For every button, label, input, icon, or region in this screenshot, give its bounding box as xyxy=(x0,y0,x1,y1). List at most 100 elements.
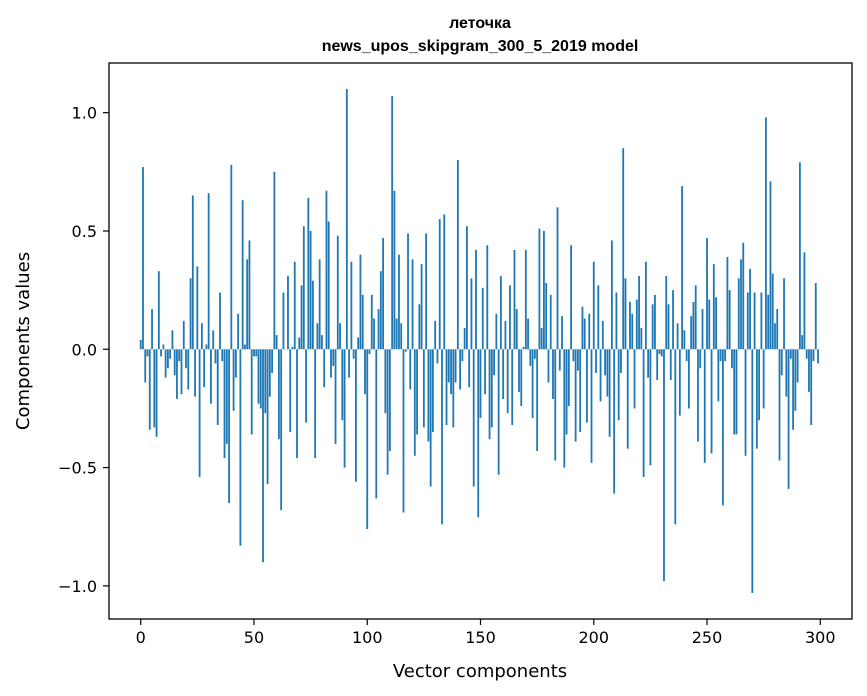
bar-172 xyxy=(529,349,532,366)
bar-11 xyxy=(164,349,167,378)
bar-38 xyxy=(225,349,228,444)
bar-55 xyxy=(264,349,267,414)
bar-271 xyxy=(753,292,756,350)
bar-164 xyxy=(511,349,514,425)
bar-283 xyxy=(780,349,783,376)
bar-276 xyxy=(765,117,767,350)
bar-282 xyxy=(778,349,781,461)
bar-228 xyxy=(656,349,659,381)
bar-299 xyxy=(817,349,819,364)
bar-59 xyxy=(273,171,276,350)
bar-258 xyxy=(724,349,727,362)
x-tick-label: 250 xyxy=(692,628,723,647)
bar-232 xyxy=(665,275,668,350)
bar-61 xyxy=(277,349,280,440)
bar-251 xyxy=(708,299,711,350)
bar-290 xyxy=(796,349,799,383)
bar-51 xyxy=(255,349,258,357)
bar-287 xyxy=(789,349,792,359)
bar-30 xyxy=(207,193,210,350)
bar-31 xyxy=(210,349,212,404)
bar-78 xyxy=(316,323,319,350)
y-tick-label: 0.0 xyxy=(72,340,97,359)
bar-235 xyxy=(672,290,674,350)
bar-152 xyxy=(484,349,486,395)
y-axis-ticks: −1.0 −0.5 0.0 0.5 1.0 xyxy=(58,104,109,596)
bar-95 xyxy=(355,349,357,482)
bar-42 xyxy=(234,349,237,378)
bar-293 xyxy=(803,252,806,350)
bar-203 xyxy=(599,349,602,402)
bar-205 xyxy=(604,349,606,376)
bar-202 xyxy=(597,285,600,350)
bar-155 xyxy=(490,349,493,428)
bar-96 xyxy=(357,337,360,350)
bar-16 xyxy=(176,349,178,399)
bar-7 xyxy=(155,349,158,437)
bar-44 xyxy=(239,349,242,546)
bar-40 xyxy=(230,164,233,350)
bar-180 xyxy=(547,349,550,383)
bar-1 xyxy=(142,167,144,350)
bar-294 xyxy=(805,349,808,359)
bar-249 xyxy=(703,349,706,463)
bar-157 xyxy=(495,313,498,350)
bar-28 xyxy=(203,349,206,388)
bar-8 xyxy=(157,271,160,350)
bar-29 xyxy=(205,344,208,350)
bar-48 xyxy=(248,240,251,350)
bar-49 xyxy=(250,349,253,435)
bar-149 xyxy=(477,349,480,518)
bar-162 xyxy=(506,349,509,414)
bar-63 xyxy=(282,292,285,350)
bar-65 xyxy=(287,275,289,350)
bar-239 xyxy=(681,186,684,350)
bar-270 xyxy=(751,349,754,593)
bar-120 xyxy=(411,259,414,350)
bar-153 xyxy=(486,245,489,350)
bar-236 xyxy=(674,349,677,525)
bar-280 xyxy=(774,323,776,350)
bar-13 xyxy=(169,349,172,359)
bar-90 xyxy=(343,349,346,468)
bar-284 xyxy=(783,278,785,350)
chart-subtitle: news_upos_skipgram_300_5_2019 model xyxy=(322,38,639,55)
bar-74 xyxy=(307,197,310,350)
bar-91 xyxy=(345,89,348,350)
bar-134 xyxy=(443,214,446,350)
bar-296 xyxy=(810,349,813,425)
bar-105 xyxy=(377,309,380,350)
bar-35 xyxy=(219,292,221,350)
bar-165 xyxy=(513,249,516,350)
bar-219 xyxy=(635,299,638,350)
bar-104 xyxy=(375,349,378,499)
bar-60 xyxy=(275,335,278,350)
bar-229 xyxy=(658,349,661,355)
bar-124 xyxy=(420,264,423,350)
bar-277 xyxy=(767,294,770,350)
x-tick-label: 100 xyxy=(352,628,383,647)
bar-198 xyxy=(588,313,591,350)
bar-111 xyxy=(391,96,394,350)
bar-73 xyxy=(305,349,307,423)
bar-6 xyxy=(153,349,156,428)
bar-150 xyxy=(479,349,482,418)
bar-143 xyxy=(463,327,466,350)
bar-212 xyxy=(620,349,622,373)
bar-207 xyxy=(608,349,611,437)
bar-67 xyxy=(291,346,294,350)
bar-156 xyxy=(493,349,495,376)
bar-185 xyxy=(558,349,561,371)
bar-247 xyxy=(699,349,702,369)
bar-4 xyxy=(148,349,151,430)
bar-118 xyxy=(407,233,409,350)
bar-23 xyxy=(191,195,194,350)
bar-54 xyxy=(262,349,264,563)
bar-33 xyxy=(214,349,217,364)
x-tick-label: 300 xyxy=(805,628,836,647)
bar-9 xyxy=(160,349,162,357)
bar-175 xyxy=(536,349,539,452)
bar-116 xyxy=(402,349,405,513)
bar-142 xyxy=(461,349,464,362)
